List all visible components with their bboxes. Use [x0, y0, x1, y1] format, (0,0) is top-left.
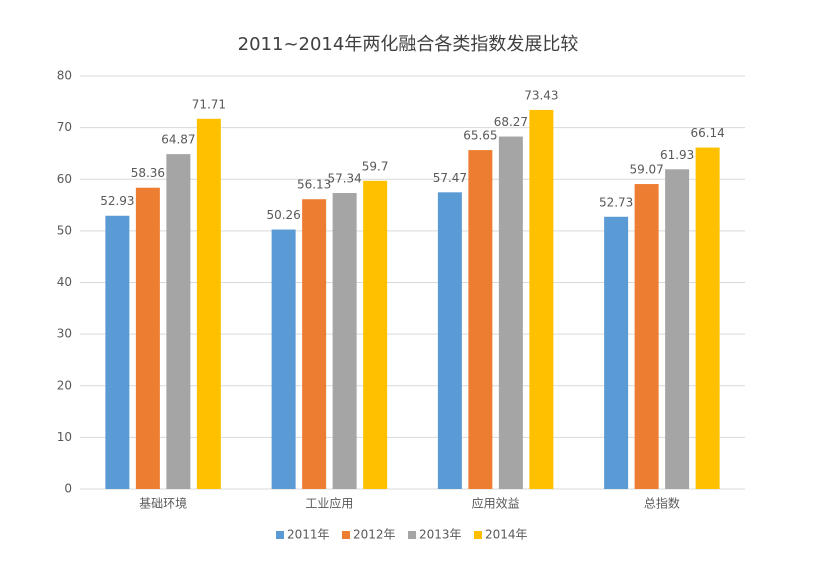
legend-swatch — [474, 531, 482, 539]
bar — [135, 187, 160, 490]
data-label: 52.93 — [100, 194, 134, 208]
y-tick-label: 70 — [57, 120, 72, 134]
bar — [665, 169, 690, 489]
y-tick-label: 80 — [57, 69, 72, 83]
y-tick-label: 20 — [57, 378, 72, 392]
data-label: 65.65 — [463, 129, 497, 143]
data-label: 50.26 — [266, 208, 300, 222]
legend-swatch — [276, 531, 284, 539]
y-tick-label: 40 — [57, 275, 72, 289]
legend-label: 2011年 — [287, 528, 330, 542]
bar — [695, 147, 720, 489]
bar — [437, 192, 462, 489]
bar — [363, 180, 388, 489]
bar — [196, 118, 221, 490]
data-label: 58.36 — [131, 166, 165, 180]
bar — [271, 229, 296, 489]
bar — [529, 109, 554, 489]
y-tick-label: 30 — [57, 327, 72, 341]
y-tick-label: 50 — [57, 223, 72, 237]
data-label: 71.71 — [192, 97, 226, 111]
bar — [468, 150, 493, 489]
x-tick-label: 工业应用 — [305, 496, 353, 511]
bar — [302, 199, 327, 489]
bar — [105, 215, 130, 489]
y-tick-label: 10 — [57, 430, 72, 444]
data-label: 56.13 — [297, 178, 331, 192]
data-label: 57.47 — [433, 171, 467, 185]
data-label: 59.07 — [629, 163, 663, 177]
data-label: 66.14 — [690, 126, 724, 140]
bar — [604, 216, 629, 489]
data-label: 59.7 — [362, 159, 389, 173]
bar — [498, 136, 523, 489]
y-tick-label: 60 — [57, 172, 72, 186]
data-label: 57.34 — [327, 171, 361, 185]
chart-title: 2011~2014年两化融合各类指数发展比较 — [238, 34, 579, 55]
data-label: 73.43 — [524, 88, 558, 102]
bar — [166, 154, 191, 489]
x-tick-label: 总指数 — [644, 496, 680, 511]
bar — [634, 184, 659, 489]
legend-label: 2012年 — [353, 528, 396, 542]
data-label: 52.73 — [599, 195, 633, 209]
data-label: 64.87 — [161, 133, 195, 147]
y-tick-label: 0 — [64, 482, 72, 496]
x-tick-label: 基础环境 — [139, 496, 187, 511]
bar — [332, 192, 357, 490]
data-label: 61.93 — [660, 148, 694, 162]
legend-swatch — [408, 531, 416, 539]
data-label: 68.27 — [494, 115, 528, 129]
legend-swatch — [342, 531, 350, 539]
x-tick-label: 应用效益 — [472, 496, 520, 511]
legend-label: 2014年 — [485, 528, 528, 542]
legend-label: 2013年 — [419, 528, 462, 542]
